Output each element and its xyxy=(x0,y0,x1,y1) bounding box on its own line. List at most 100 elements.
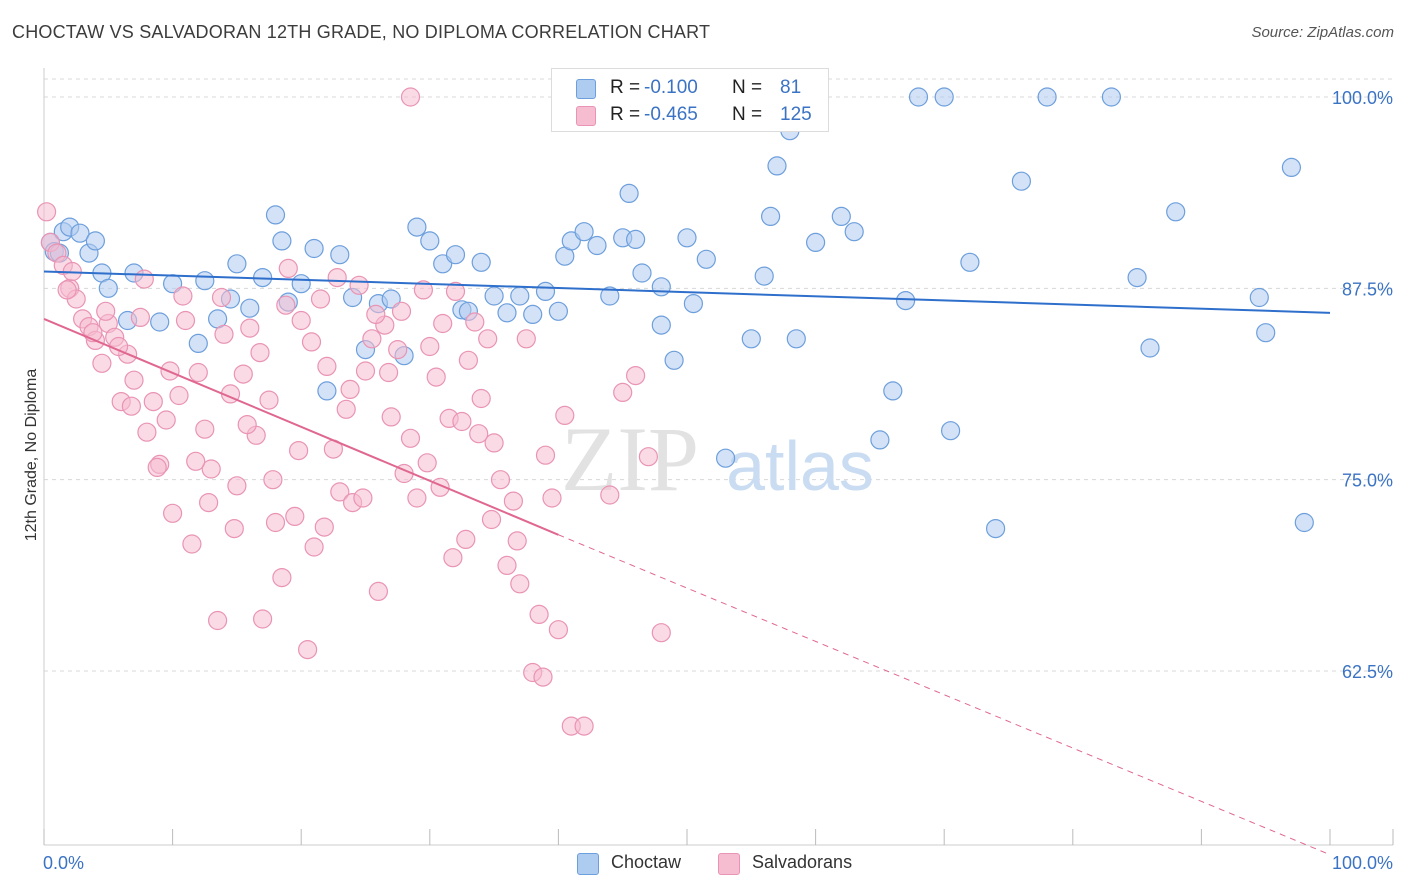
salvadoran-point xyxy=(227,476,247,496)
salvadoran-point xyxy=(443,548,463,568)
salvadoran-point xyxy=(638,447,659,467)
salvadoran-point xyxy=(420,336,440,357)
salvadoran-point xyxy=(130,307,150,327)
salvadoran-point xyxy=(452,411,472,432)
tick-labels: 62.5% 75.0% 87.5% 100.0% 0.0% 100.0% xyxy=(43,88,1393,873)
salvadoran-point xyxy=(175,310,196,331)
y-tick-label: 75.0% xyxy=(1342,471,1393,491)
choctaw-point xyxy=(741,329,761,349)
salvadoran-point xyxy=(263,470,283,490)
choctaw-legend-swatch xyxy=(577,853,599,875)
choctaw-point xyxy=(304,238,324,259)
series-legend: Choctaw Salvadorans xyxy=(0,852,1406,876)
salvadoran-point xyxy=(400,428,421,448)
watermark-atlas: atlas xyxy=(726,427,874,505)
salvadoran-point xyxy=(163,503,183,523)
salvadoran-point xyxy=(600,485,620,505)
salvadoran-point xyxy=(368,581,388,602)
salvadoran-point xyxy=(199,493,219,513)
salvadoran-point xyxy=(478,329,498,349)
salvadoran-point xyxy=(574,716,594,736)
choctaw-point xyxy=(1127,268,1147,288)
salvadoran-point xyxy=(169,385,189,406)
choctaw-point xyxy=(805,232,826,252)
choctaw-point xyxy=(870,430,890,450)
choctaw-point xyxy=(908,87,929,107)
choctaw-point xyxy=(523,304,543,324)
salvadoran-points xyxy=(36,87,671,736)
choctaw-point xyxy=(535,281,556,301)
choctaw-point xyxy=(1101,87,1122,107)
choctaw-point xyxy=(497,303,517,323)
salvadoran-point xyxy=(465,312,485,332)
salvadoran-point xyxy=(143,392,163,412)
salvadoran-point xyxy=(327,268,347,288)
choctaw-point xyxy=(150,312,170,332)
choctaw-point xyxy=(484,286,504,306)
legend-n-value-choctaw: 81 xyxy=(780,77,802,98)
choctaw-point xyxy=(1011,171,1032,191)
choctaw-point xyxy=(683,294,704,314)
choctaw-point xyxy=(265,205,286,225)
choctaw-point xyxy=(934,87,954,107)
salvadoran-point xyxy=(156,410,176,430)
salvadoran-point xyxy=(433,313,453,334)
choctaw-point xyxy=(70,223,90,243)
salvadoran-point xyxy=(413,280,433,300)
choctaw-point xyxy=(381,289,401,309)
salvadoran-point xyxy=(272,567,292,588)
salvadoran-point xyxy=(516,329,536,349)
choctaw-point xyxy=(291,274,311,294)
salvadoran-point xyxy=(291,310,311,331)
salvadoran-legend-label: Salvadorans xyxy=(752,852,853,872)
choctaw-point xyxy=(587,235,607,256)
x-tick-label-min: 0.0% xyxy=(43,853,84,873)
salvadoran-point xyxy=(469,424,489,444)
salvadoran-point xyxy=(250,343,270,363)
choctaw-point xyxy=(619,183,639,203)
salvadoran-point xyxy=(124,370,144,390)
salvadoran-point xyxy=(92,353,112,373)
salvadoran-point xyxy=(96,301,116,321)
legend-r-label: R = xyxy=(610,77,641,98)
salvadoran-point xyxy=(362,329,382,349)
salvadoran-point xyxy=(507,531,527,551)
choctaw-legend-label: Choctaw xyxy=(611,852,682,872)
salvadoran-point xyxy=(481,509,502,530)
choctaw-point xyxy=(715,448,736,468)
choctaw-point xyxy=(330,245,350,265)
choctaw-point xyxy=(471,252,491,272)
choctaw-point xyxy=(407,217,427,237)
axes xyxy=(43,68,1394,846)
salvadoran-point xyxy=(379,362,399,383)
salvadoran-point xyxy=(310,289,331,309)
salvadoran-point xyxy=(400,87,421,107)
choctaw-point xyxy=(632,263,652,283)
y-tick-label: 100.0% xyxy=(1332,88,1393,108)
salvadoran-point xyxy=(651,623,671,643)
salvadoran-point xyxy=(407,488,427,508)
salvadoran-point xyxy=(137,422,157,442)
chart-title: CHOCTAW VS SALVADORAN 12TH GRADE, NO DIP… xyxy=(12,22,711,42)
watermark-zip: ZIP xyxy=(561,408,699,510)
salvadoran-point xyxy=(253,609,273,629)
salvadoran-point xyxy=(265,512,286,533)
choctaw-point xyxy=(600,286,620,306)
salvadoran-point xyxy=(529,604,549,625)
choctaw-point xyxy=(188,333,208,353)
salvadoran-point xyxy=(458,350,478,370)
salvadoran-point xyxy=(355,361,376,381)
choctaw-point xyxy=(98,278,118,298)
salvadoran-point xyxy=(233,364,253,384)
choctaw-point xyxy=(1140,338,1160,358)
salvadoran-point xyxy=(353,488,373,508)
choctaw-point xyxy=(895,291,916,311)
salvadoran-point xyxy=(301,332,322,352)
salvadoran-point xyxy=(336,399,356,419)
choctaw-point xyxy=(548,301,569,321)
choctaw-point xyxy=(227,254,247,274)
salvadoran-point xyxy=(503,491,524,511)
salvadoran-point xyxy=(314,517,334,537)
choctaw-point xyxy=(420,231,440,251)
zipatlas-watermark: ZIP atlas xyxy=(561,408,874,510)
